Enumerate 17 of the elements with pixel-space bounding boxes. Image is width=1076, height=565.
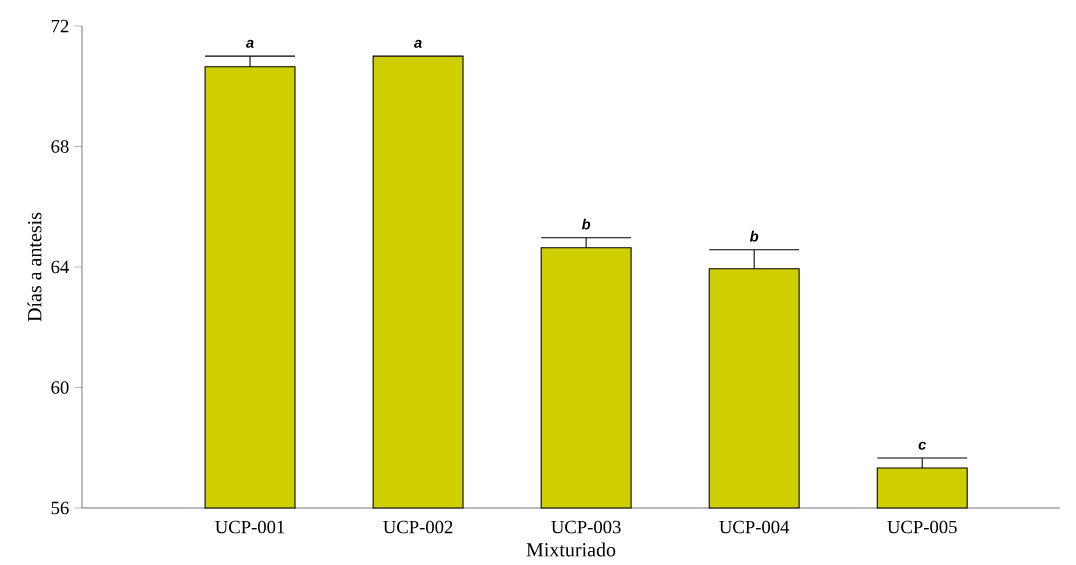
y-tick-label: 64 — [51, 260, 70, 274]
annotation: c — [918, 441, 927, 450]
x-tick-label: UCP-002 — [383, 520, 453, 534]
x-tick-label: UCP-005 — [887, 520, 957, 534]
annotation: a — [414, 39, 422, 48]
y-tick-label: 72 — [51, 19, 69, 33]
x-tick-label: UCP-003 — [551, 520, 621, 534]
x-axis-title: Mixturiado — [526, 542, 616, 557]
y-axis-title: Días a antesis — [27, 212, 42, 322]
annotation: b — [581, 218, 591, 230]
annotation: a — [246, 39, 254, 48]
annotation: b — [749, 230, 759, 242]
y-tick-label: 56 — [51, 501, 69, 515]
y-tick-label: 60 — [51, 381, 69, 394]
y-tick-label: 68 — [51, 140, 69, 153]
x-tick-label: UCP-001 — [215, 520, 285, 534]
x-tick-label: UCP-004 — [719, 520, 790, 534]
